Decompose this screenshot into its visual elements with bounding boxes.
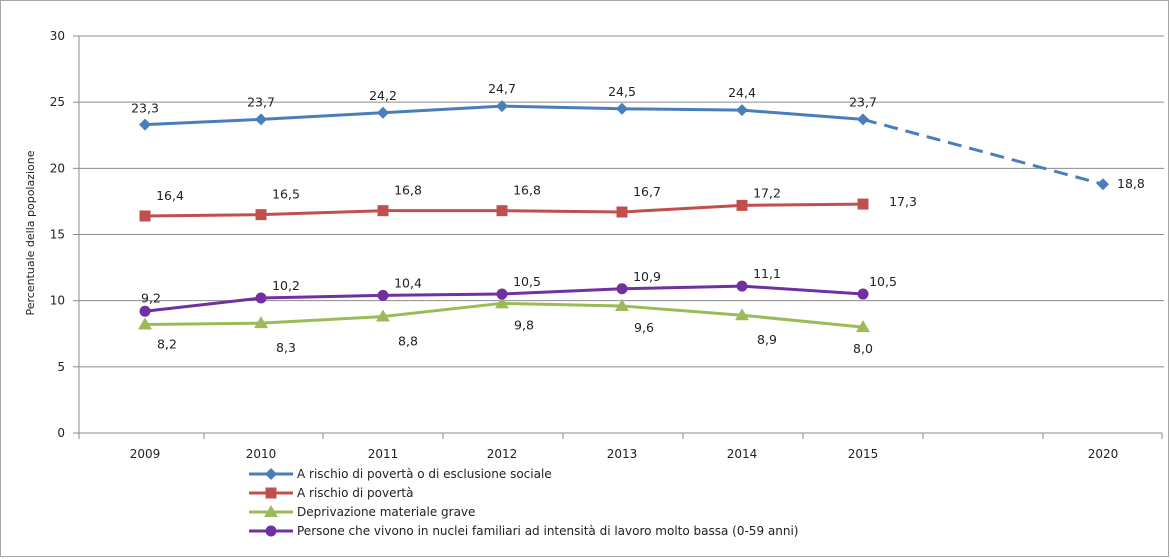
data-label: 10,9 [633, 269, 661, 284]
data-labels: 18,8 23,3 23,7 24,2 24,7 24,5 24,4 23,7 16,4 16,5… [131, 81, 1145, 356]
x-tick-label: 2014 [727, 447, 758, 461]
x-tick-label: 2012 [487, 447, 518, 461]
y-tick-label: 5 [57, 360, 65, 374]
data-label: 24,4 [728, 85, 756, 100]
data-label: 9,6 [634, 320, 654, 335]
legend-item-1: A rischio di povertà o di esclusione soc… [249, 467, 552, 481]
data-label: 8,0 [853, 341, 873, 356]
square-marker [616, 206, 628, 218]
y-tick-label: 30 [50, 29, 65, 43]
y-axis-title: Percentuale della popolazione [24, 150, 37, 315]
data-label: 24,7 [488, 81, 516, 96]
data-label: 23,7 [849, 94, 877, 109]
data-label: 16,7 [633, 184, 661, 199]
circle-marker [265, 525, 277, 537]
x-tick-label: 2009 [130, 447, 161, 461]
data-label: 17,3 [889, 194, 917, 209]
diamond-marker [1097, 178, 1109, 191]
circle-marker [139, 305, 151, 317]
legend-label: Deprivazione materiale grave [297, 505, 475, 519]
circle-marker [255, 292, 267, 304]
x-tick-label: 2015 [848, 447, 879, 461]
data-label: 24,5 [608, 84, 636, 99]
square-marker [857, 198, 869, 210]
triangle-marker [856, 320, 870, 333]
data-label: 23,3 [131, 101, 159, 116]
legend-item-3: Deprivazione materiale grave [249, 505, 475, 519]
y-tick-label: 15 [50, 228, 65, 242]
x-tick-label: 2020 [1088, 447, 1119, 461]
series-lines [138, 100, 1109, 333]
x-tick-label: 2013 [607, 447, 638, 461]
legend: A rischio di povertà o di esclusione soc… [249, 467, 798, 538]
y-tick-label: 25 [50, 95, 65, 109]
data-label: 16,8 [513, 183, 541, 198]
circle-marker [616, 283, 628, 295]
data-label: 16,5 [272, 187, 300, 202]
y-tick-label: 20 [50, 161, 65, 175]
data-label: 8,2 [157, 336, 177, 351]
axes: 0 5 10 15 20 25 30 2009 2010 2011 2012 2013 2014 2015… [50, 29, 1163, 461]
diamond-marker [377, 106, 389, 119]
y-tick-label: 0 [57, 426, 65, 440]
triangle-marker [615, 298, 629, 311]
square-marker [377, 205, 389, 217]
square-marker [139, 210, 151, 222]
data-label: 10,2 [272, 278, 300, 293]
series-2 [139, 198, 869, 222]
circle-marker [736, 280, 748, 292]
triangle-marker [376, 309, 390, 322]
triangle-marker [254, 316, 268, 329]
square-marker [255, 209, 267, 221]
diamond-marker [857, 113, 869, 126]
legend-label: Persone che vivono in nuclei familiari a… [297, 524, 798, 538]
x-tick-label: 2010 [246, 447, 277, 461]
data-label: 9,8 [514, 317, 534, 332]
triangle-marker [138, 317, 152, 330]
data-label: 16,4 [156, 188, 184, 203]
target-dashed-line [862, 117, 1104, 186]
x-tick-label: 2011 [368, 447, 399, 461]
data-label: 10,4 [394, 275, 422, 290]
legend-item-2: A rischio di povertà [249, 486, 413, 500]
data-label: 24,2 [369, 88, 397, 103]
legend-item-4: Persone che vivono in nuclei familiari a… [249, 524, 798, 538]
circle-marker [857, 288, 869, 300]
data-label: 8,9 [757, 332, 777, 347]
series-1 [139, 100, 1109, 191]
diamond-marker [496, 100, 508, 113]
diamond-marker [736, 104, 748, 117]
data-label: 18,8 [1117, 176, 1145, 191]
data-label: 8,3 [276, 340, 296, 355]
data-label: 16,8 [394, 183, 422, 198]
square-marker [736, 199, 748, 211]
square-marker [496, 205, 508, 217]
diamond-marker [616, 102, 628, 115]
data-label: 8,8 [398, 334, 418, 349]
diamond-marker [139, 118, 151, 131]
legend-label: A rischio di povertà [297, 486, 413, 500]
square-marker [265, 487, 277, 499]
circle-marker [496, 288, 508, 300]
series-4 [139, 280, 869, 317]
triangle-marker [735, 308, 749, 321]
y-tick-label: 10 [50, 294, 65, 308]
series-3 [138, 296, 870, 333]
data-label: 11,1 [753, 266, 781, 281]
triangle-marker [495, 296, 509, 309]
circle-marker [377, 289, 389, 301]
data-label: 10,5 [513, 274, 541, 289]
triangle-marker [264, 505, 278, 517]
data-label: 9,2 [141, 290, 161, 305]
legend-label: A rischio di povertà o di esclusione soc… [297, 467, 552, 481]
data-label: 23,7 [247, 94, 275, 109]
data-label: 10,5 [869, 274, 897, 289]
diamond-marker [265, 468, 277, 480]
data-label: 17,2 [753, 185, 781, 200]
diamond-marker [255, 113, 267, 126]
